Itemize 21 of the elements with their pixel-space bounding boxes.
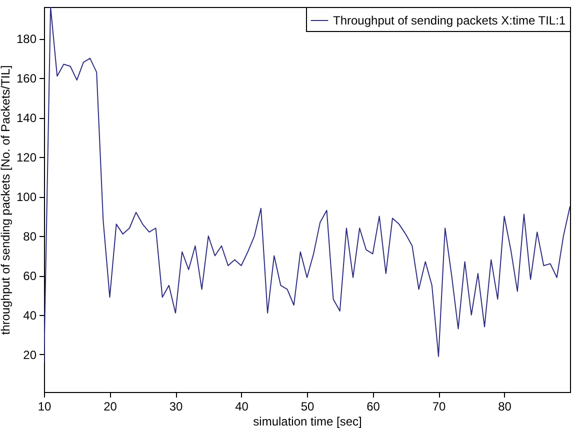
y-tick-label: 40 bbox=[23, 308, 37, 322]
y-tick-label: 120 bbox=[16, 150, 37, 165]
x-tick-label: 30 bbox=[169, 400, 183, 414]
y-tick-label: 100 bbox=[16, 190, 37, 204]
y-tick-label: 20 bbox=[23, 348, 37, 362]
y-tick-label: 60 bbox=[23, 269, 37, 284]
y-tick-label: 80 bbox=[23, 230, 37, 244]
x-tick-label: 20 bbox=[104, 400, 118, 414]
x-tick-label: 50 bbox=[300, 400, 314, 414]
x-tick-label: 70 bbox=[432, 400, 446, 414]
x-axis-title: simulation time [sec] bbox=[253, 414, 362, 428]
x-tick-label: 10 bbox=[38, 400, 52, 414]
x-tick-label: 80 bbox=[498, 400, 512, 414]
y-axis-title: throughput of sending packets [No. of Packets/TIL] bbox=[0, 65, 12, 335]
y-tick-label: 140 bbox=[16, 111, 37, 126]
y-tick-label: 180 bbox=[16, 32, 37, 46]
line-series bbox=[44, 7, 570, 363]
x-tick-label: 40 bbox=[235, 400, 249, 414]
y-tick-label: 160 bbox=[16, 72, 37, 86]
legend-label: Throughput of sending packets X:time TIL:1 bbox=[333, 14, 566, 28]
x-tick-label: 60 bbox=[366, 400, 380, 414]
